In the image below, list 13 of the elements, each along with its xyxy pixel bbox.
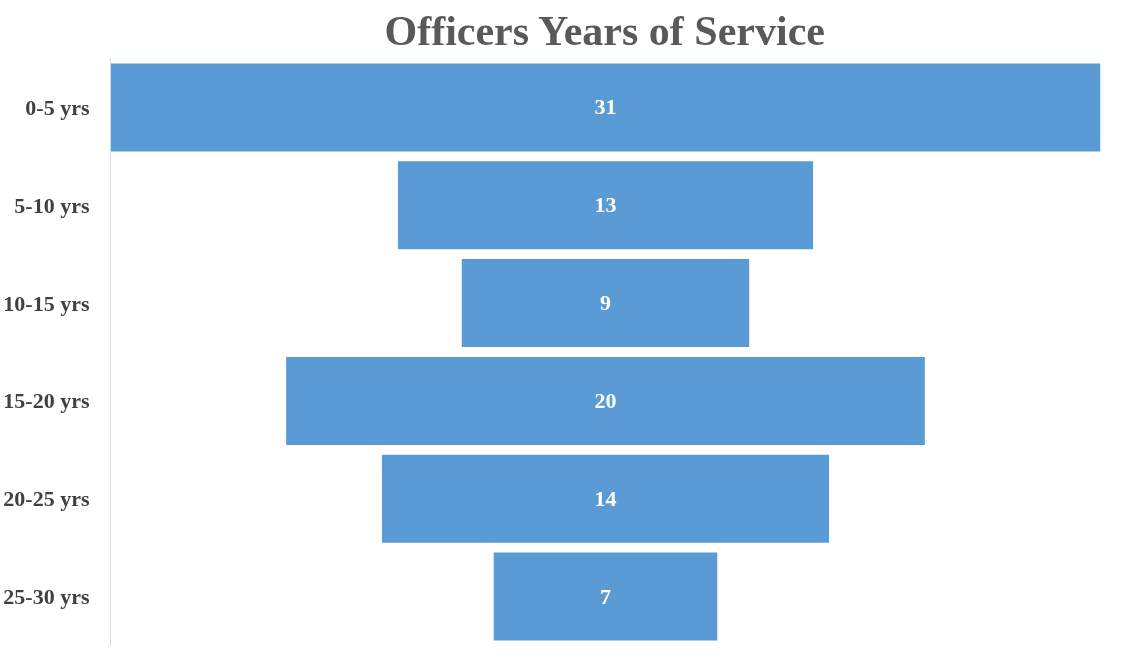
category-label: 20-25 yrs bbox=[3, 486, 90, 512]
text: Officers Years of Service bbox=[384, 7, 825, 54]
category-label: 10-15 yrs bbox=[3, 290, 90, 316]
data-label: 9 bbox=[600, 290, 611, 316]
data-label: 13 bbox=[594, 192, 617, 218]
data-label: 7 bbox=[600, 583, 611, 609]
category-label: 25-30 yrs bbox=[3, 584, 90, 610]
category-label: 15-20 yrs bbox=[3, 388, 90, 414]
data-label: 20 bbox=[594, 387, 617, 413]
category-label: 0-5 yrs bbox=[25, 94, 90, 120]
category-label: 5-10 yrs bbox=[14, 192, 90, 218]
data-label: 14 bbox=[594, 485, 617, 511]
data-label: 31 bbox=[594, 94, 617, 120]
